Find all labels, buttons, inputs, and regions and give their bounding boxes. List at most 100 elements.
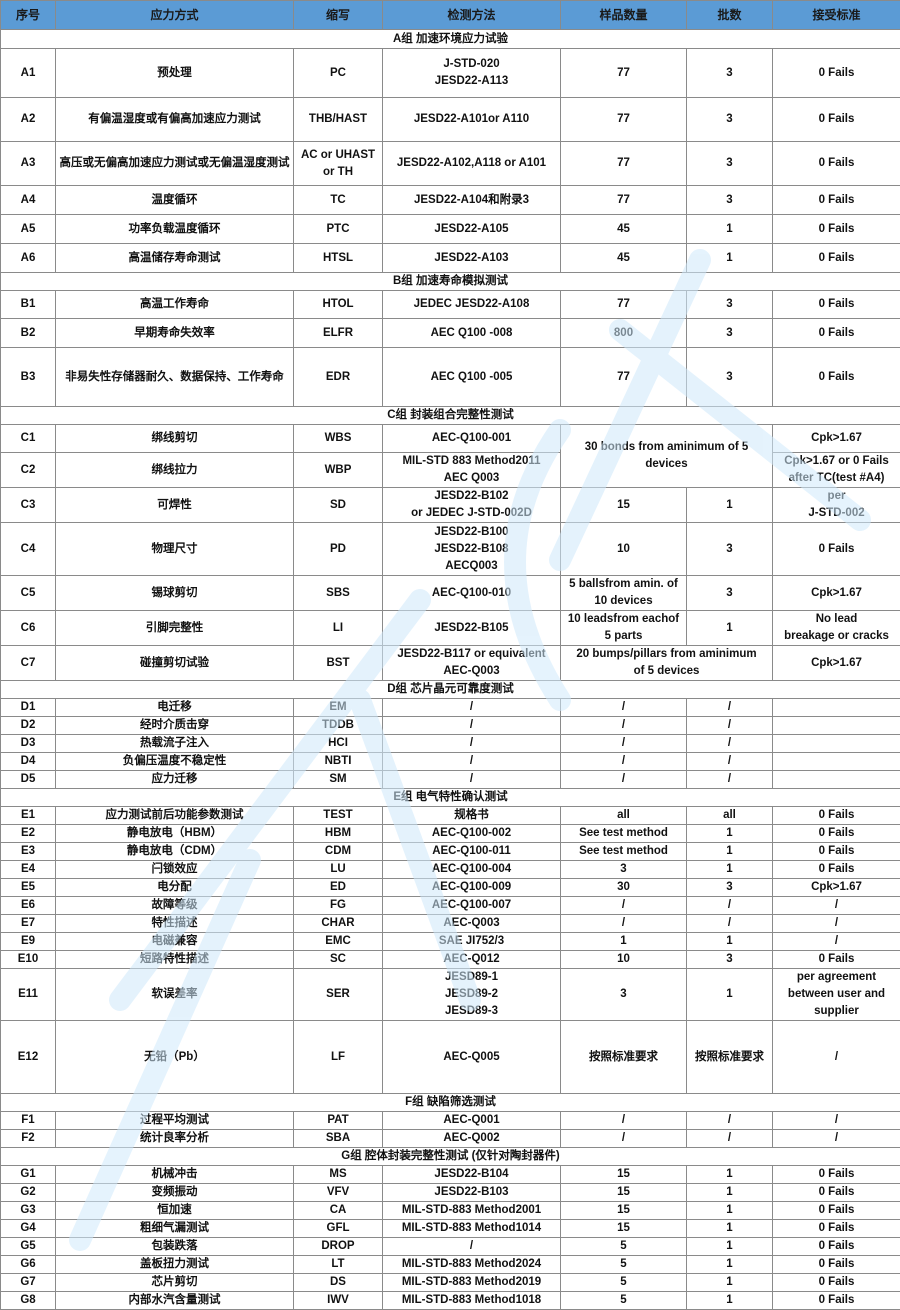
test-method: MIL-STD-883 Method2024 xyxy=(383,1256,561,1274)
test-method: / xyxy=(383,717,561,735)
test-id: B3 xyxy=(1,348,56,407)
acceptance-criteria: 0 Fails xyxy=(773,1220,900,1238)
lot-count: 1 xyxy=(687,843,773,861)
lot-count: 1 xyxy=(687,1184,773,1202)
header-col-sample-size: 样品数量 xyxy=(561,1,687,30)
stress-method: 故障等级 xyxy=(56,897,294,915)
test-method: 规格书 xyxy=(383,807,561,825)
abbreviation: HBM xyxy=(294,825,383,843)
sample-size: 5 xyxy=(561,1256,687,1274)
abbreviation: ED xyxy=(294,879,383,897)
sample-size: 5 xyxy=(561,1238,687,1256)
stress-method: 物理尺寸 xyxy=(56,523,294,576)
stress-method: 高温储存寿命测试 xyxy=(56,244,294,273)
test-method: MIL-STD-883 Method2001 xyxy=(383,1202,561,1220)
stress-method: 引脚完整性 xyxy=(56,611,294,646)
stress-method: 粗细气漏测试 xyxy=(56,1220,294,1238)
acceptance-criteria: No lead breakage or cracks xyxy=(773,611,900,646)
stress-method: 短路特性描述 xyxy=(56,951,294,969)
lot-count: 1 xyxy=(687,611,773,646)
stress-method: 经时介质击穿 xyxy=(56,717,294,735)
test-id: G8 xyxy=(1,1292,56,1310)
acceptance-criteria: 0 Fails xyxy=(773,1292,900,1310)
test-id: B2 xyxy=(1,319,56,348)
test-id: E5 xyxy=(1,879,56,897)
abbreviation: SBA xyxy=(294,1130,383,1148)
stress-method: 应力测试前后功能参数测试 xyxy=(56,807,294,825)
test-id: D3 xyxy=(1,735,56,753)
stress-method: 过程平均测试 xyxy=(56,1112,294,1130)
acceptance-criteria: 0 Fails xyxy=(773,825,900,843)
stress-method: 碰撞剪切试验 xyxy=(56,646,294,681)
acceptance-criteria: 0 Fails xyxy=(773,319,900,348)
stress-method: 盖板扭力测试 xyxy=(56,1256,294,1274)
acceptance-criteria: / xyxy=(773,915,900,933)
sample-size: 77 xyxy=(561,142,687,186)
group-header-row: E组 电气特性确认测试 xyxy=(1,789,900,807)
abbreviation: LU xyxy=(294,861,383,879)
acceptance-criteria: / xyxy=(773,1021,900,1094)
acceptance-criteria: 0 Fails xyxy=(773,1274,900,1292)
stress-method: 特性描述 xyxy=(56,915,294,933)
stress-method: 预处理 xyxy=(56,49,294,98)
stress-method: 芯片剪切 xyxy=(56,1274,294,1292)
acceptance-criteria: 0 Fails xyxy=(773,861,900,879)
sample-size-and-lots: 30 bonds from aminimum of 5 devices xyxy=(561,425,773,488)
lot-count: 3 xyxy=(687,319,773,348)
test-id: A2 xyxy=(1,98,56,142)
lot-count: 1 xyxy=(687,933,773,951)
group-title: A组 加速环境应力试验 xyxy=(1,30,900,49)
sample-size: 15 xyxy=(561,488,687,523)
header-col-abbr: 缩写 xyxy=(294,1,383,30)
abbreviation: EM xyxy=(294,699,383,717)
stress-method: 非易失性存储器耐久、数据保持、工作寿命 xyxy=(56,348,294,407)
test-id: F1 xyxy=(1,1112,56,1130)
stress-method: 电磁兼容 xyxy=(56,933,294,951)
abbreviation: TEST xyxy=(294,807,383,825)
stress-method: 静电放电（HBM） xyxy=(56,825,294,843)
acceptance-criteria: 0 Fails xyxy=(773,186,900,215)
acceptance-criteria xyxy=(773,753,900,771)
lot-count: 1 xyxy=(687,1202,773,1220)
test-method: AEC-Q100-009 xyxy=(383,879,561,897)
test-method: JESD22-B117 or equivalent AEC-Q003 xyxy=(383,646,561,681)
test-id: G5 xyxy=(1,1238,56,1256)
acceptance-criteria: / xyxy=(773,1130,900,1148)
abbreviation: DS xyxy=(294,1274,383,1292)
test-id: G1 xyxy=(1,1166,56,1184)
abbreviation: SC xyxy=(294,951,383,969)
test-id: A6 xyxy=(1,244,56,273)
stress-method: 功率负载温度循环 xyxy=(56,215,294,244)
sample-size: 77 xyxy=(561,291,687,319)
acceptance-criteria xyxy=(773,717,900,735)
lot-count: / xyxy=(687,735,773,753)
abbreviation: EDR xyxy=(294,348,383,407)
stress-method: 高压或无偏高加速应力测试或无偏温湿度测试 xyxy=(56,142,294,186)
abbreviation: PAT xyxy=(294,1112,383,1130)
acceptance-criteria xyxy=(773,699,900,717)
lot-count: 3 xyxy=(687,142,773,186)
lot-count: 1 xyxy=(687,861,773,879)
test-id: C7 xyxy=(1,646,56,681)
test-id: D4 xyxy=(1,753,56,771)
sample-size: / xyxy=(561,735,687,753)
acceptance-criteria: 0 Fails xyxy=(773,807,900,825)
abbreviation: DROP xyxy=(294,1238,383,1256)
lot-count: / xyxy=(687,771,773,789)
stress-method: 电分配 xyxy=(56,879,294,897)
acceptance-criteria: / xyxy=(773,933,900,951)
acceptance-criteria: 0 Fails xyxy=(773,1166,900,1184)
test-id: E12 xyxy=(1,1021,56,1094)
stress-method: 电迁移 xyxy=(56,699,294,717)
stress-method: 应力迁移 xyxy=(56,771,294,789)
